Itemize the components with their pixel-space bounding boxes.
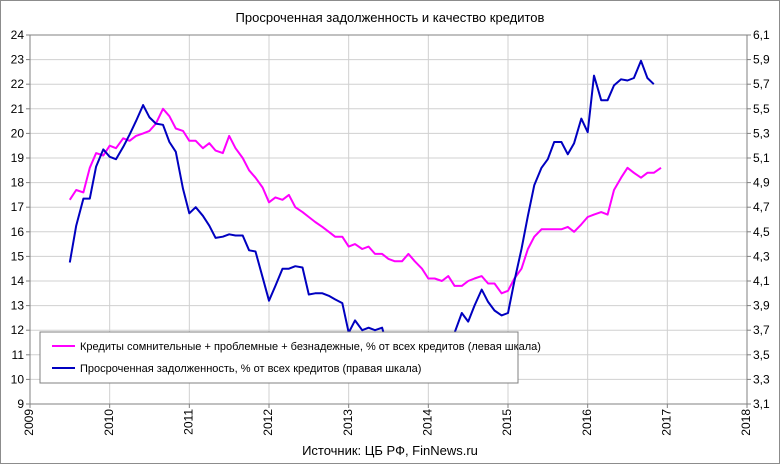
right-tick-label: 6,1 — [753, 28, 770, 42]
x-tick-label: 2010 — [102, 409, 116, 436]
legend-label-magenta: Кредиты сомнительные + проблемные + безн… — [80, 341, 541, 353]
legend: Кредиты сомнительные + проблемные + безн… — [39, 331, 541, 384]
x-tick-label: 2018 — [739, 409, 753, 436]
left-tick-label: 12 — [11, 323, 25, 337]
right-tick-label: 5,7 — [753, 77, 770, 91]
left-tick-label: 11 — [12, 348, 25, 362]
left-tick-label: 10 — [11, 372, 25, 386]
right-tick-label: 3,3 — [753, 372, 770, 386]
left-tick-label: 16 — [11, 225, 25, 239]
left-tick-label: 14 — [11, 274, 25, 288]
x-tick-label: 2011 — [182, 409, 196, 435]
legend-label-blue: Просроченная задолженность, % от всех кр… — [80, 363, 421, 375]
x-tick-label: 2009 — [22, 409, 36, 436]
left-tick-label: 13 — [11, 299, 25, 313]
x-axis: 2009 2010 2011 2012 2013 2014 2015 2016 2017 2018 — [22, 404, 753, 436]
series-line-overdue-debt — [68, 59, 655, 367]
right-tick-label: 4,5 — [753, 225, 770, 239]
left-tick-label: 20 — [11, 126, 25, 140]
right-axis: 3,1 3,3 3,5 3,7 3,9 4,1 4,3 4,5 4,7 4,9 5,1 5,3 5,5 5… — [747, 28, 770, 411]
series-line-problem-loans — [68, 107, 662, 295]
left-tick-label: 17 — [11, 200, 25, 214]
plot-area — [29, 34, 748, 405]
chart-title: Просроченная задолженность и качество кр… — [236, 10, 545, 25]
right-tick-label: 3,1 — [753, 397, 770, 411]
right-tick-label: 3,7 — [753, 323, 770, 337]
right-tick-label: 5,9 — [753, 53, 770, 67]
right-tick-label: 4,3 — [753, 249, 770, 263]
left-axis: 9 10 11 12 13 14 15 16 17 18 19 20 21 22 23 24 — [11, 28, 30, 411]
x-tick-label: 2013 — [341, 409, 355, 436]
x-tick-label: 2016 — [580, 409, 594, 436]
x-tick-label: 2015 — [500, 409, 514, 436]
left-tick-label: 15 — [11, 249, 25, 263]
left-tick-label: 21 — [11, 102, 25, 116]
right-tick-label: 4,9 — [753, 176, 770, 190]
x-tick-label: 2012 — [261, 409, 275, 436]
left-tick-label: 19 — [11, 151, 25, 165]
x-tick-label: 2014 — [421, 409, 435, 436]
right-tick-label: 5,3 — [753, 126, 770, 140]
series-group — [68, 59, 662, 367]
left-tick-label: 23 — [11, 53, 25, 67]
right-tick-label: 5,5 — [753, 102, 770, 116]
left-tick-label: 22 — [11, 77, 25, 91]
left-tick-label: 18 — [11, 176, 25, 190]
right-tick-label: 3,9 — [753, 299, 770, 313]
x-tick-label: 2017 — [660, 409, 674, 436]
right-tick-label: 4,1 — [753, 274, 770, 288]
legend-box — [39, 331, 519, 384]
right-tick-label: 3,5 — [753, 348, 770, 362]
right-tick-label: 4,7 — [753, 200, 770, 214]
left-tick-label: 24 — [11, 28, 25, 42]
source-caption: Источник: ЦБ РФ, FinNews.ru — [302, 443, 478, 458]
right-tick-label: 5,1 — [753, 151, 770, 165]
left-tick-label: 9 — [17, 397, 24, 411]
